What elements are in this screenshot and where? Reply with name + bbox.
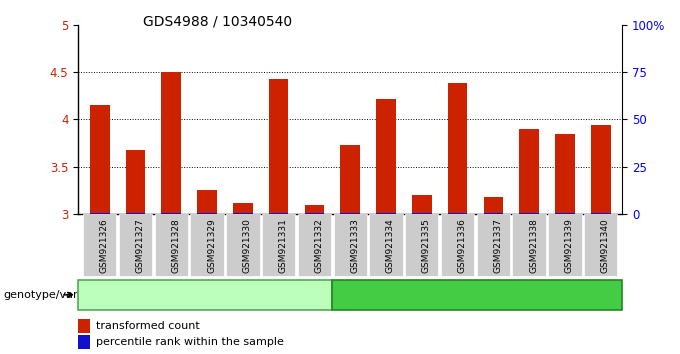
Bar [520, 129, 539, 214]
Bar [520, 213, 539, 214]
Text: GSM921337: GSM921337 [494, 218, 503, 273]
Text: GSM921335: GSM921335 [422, 218, 430, 273]
Bar [161, 213, 181, 214]
Text: GSM921338: GSM921338 [529, 218, 538, 273]
Bar [161, 72, 181, 214]
Bar [591, 213, 611, 214]
Text: GSM921339: GSM921339 [565, 218, 574, 273]
Bar [197, 213, 217, 214]
Text: transformed count: transformed count [96, 321, 200, 331]
Bar [591, 125, 611, 214]
Text: GSM921334: GSM921334 [386, 218, 395, 273]
Text: GSM921333: GSM921333 [350, 218, 359, 273]
Bar [341, 145, 360, 214]
Text: GSM921340: GSM921340 [600, 218, 610, 273]
Text: GSM921336: GSM921336 [458, 218, 466, 273]
Text: GDS4988 / 10340540: GDS4988 / 10340540 [143, 14, 292, 28]
Bar [197, 190, 217, 214]
Text: Srlp5 mutation: Srlp5 mutation [433, 288, 521, 301]
Text: GSM921326: GSM921326 [100, 218, 109, 273]
Text: GSM921331: GSM921331 [279, 218, 288, 273]
Bar [483, 213, 503, 214]
Text: GSM921329: GSM921329 [207, 218, 216, 273]
Bar [269, 79, 288, 214]
Bar [341, 213, 360, 214]
Text: GSM921327: GSM921327 [135, 218, 144, 273]
Bar [447, 213, 467, 214]
Bar [305, 205, 324, 214]
Bar [376, 99, 396, 214]
Bar [233, 213, 253, 214]
Text: genotype/variation: genotype/variation [3, 290, 109, 300]
Text: wild type: wild type [178, 288, 232, 301]
Bar [126, 150, 146, 214]
Text: percentile rank within the sample: percentile rank within the sample [96, 337, 284, 347]
Bar [483, 197, 503, 214]
Bar [376, 213, 396, 214]
Bar [269, 213, 288, 214]
Bar [305, 213, 324, 214]
Bar [233, 203, 253, 214]
Bar [555, 134, 575, 214]
Text: GSM921332: GSM921332 [314, 218, 324, 273]
Bar [412, 195, 432, 214]
Bar [90, 105, 109, 214]
Text: GSM921328: GSM921328 [171, 218, 180, 273]
Bar [90, 213, 109, 214]
Bar [412, 213, 432, 214]
Bar [447, 84, 467, 214]
Bar [555, 213, 575, 214]
Bar [126, 213, 146, 214]
Text: GSM921330: GSM921330 [243, 218, 252, 273]
